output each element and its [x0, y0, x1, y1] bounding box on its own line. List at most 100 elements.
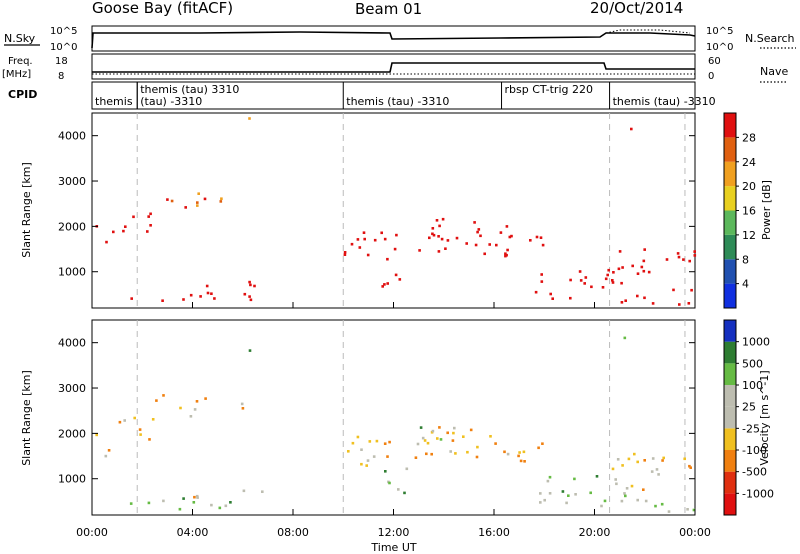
data-cell	[600, 504, 603, 508]
data-cell	[455, 236, 459, 240]
nsearch-label: N.Search	[745, 32, 795, 45]
colorbar-swatch	[724, 161, 736, 187]
colorbar-tick-label: 20	[742, 180, 756, 193]
data-cell	[381, 285, 384, 288]
nsky-left-tick-bottom: 10^0	[50, 42, 77, 53]
data-cell	[213, 297, 216, 300]
data-cell	[243, 292, 247, 296]
data-cell	[620, 301, 624, 304]
data-cell	[124, 225, 127, 228]
colorbar-tick-label: 12	[742, 229, 756, 242]
data-cell	[394, 273, 398, 277]
data-cell	[678, 303, 681, 306]
data-cell	[539, 492, 542, 495]
data-cell	[112, 230, 115, 234]
data-cell	[631, 264, 634, 268]
data-cell	[539, 501, 542, 504]
colorbar-swatch	[724, 450, 736, 472]
data-cell	[132, 215, 135, 219]
data-cell	[574, 493, 577, 496]
velocity-panel	[91, 319, 696, 516]
colorbar-tick-label: 4	[742, 278, 749, 291]
colorbar-swatch	[724, 471, 736, 494]
data-cell	[677, 255, 681, 259]
freq-label-line1: Freq.	[8, 56, 33, 67]
data-cell	[416, 442, 420, 446]
freq-left-tick-bottom: 8	[58, 71, 64, 82]
data-cell	[253, 284, 256, 288]
data-cell	[535, 235, 539, 239]
data-cell	[373, 238, 377, 242]
data-cell	[642, 259, 646, 263]
data-cell	[446, 431, 449, 435]
data-cell	[204, 397, 207, 400]
data-cell	[540, 273, 543, 276]
data-cell	[643, 248, 646, 251]
data-cell	[473, 221, 476, 224]
power-colorbar: 4 8 12 16 20 24 28	[723, 112, 756, 309]
data-cell	[242, 489, 246, 493]
ytick-label: 4000	[58, 337, 86, 350]
data-cell	[636, 272, 640, 275]
ytick-label: 1000	[58, 266, 86, 279]
data-cell	[104, 454, 108, 458]
data-cell	[636, 498, 639, 502]
nsky-left-tick-top: 10^5	[50, 26, 77, 37]
data-cell	[195, 494, 199, 498]
data-cell	[210, 292, 213, 295]
nsky-trace	[91, 31, 696, 49]
data-cell	[386, 455, 389, 458]
data-cell	[479, 234, 482, 238]
data-cell	[590, 285, 593, 289]
data-cell	[466, 450, 469, 454]
velocity-ylabel: Slant Range [km]	[20, 370, 33, 466]
data-cell	[155, 399, 158, 402]
power-ylabel: Slant Range [km]	[20, 162, 33, 258]
nsky-right-tick-top: 10^5	[706, 26, 733, 37]
data-cell	[184, 206, 187, 209]
data-cell	[569, 278, 572, 282]
data-cell	[477, 228, 481, 231]
data-cell	[689, 466, 692, 469]
data-cell	[537, 446, 540, 450]
power-data	[95, 113, 697, 308]
data-cell	[643, 459, 646, 462]
data-cell	[519, 459, 523, 463]
data-cell	[414, 456, 418, 459]
data-cell	[510, 234, 513, 238]
data-cell	[383, 237, 387, 241]
data-cell	[248, 295, 251, 298]
data-cell	[431, 429, 435, 433]
colorbar-swatch	[724, 385, 736, 407]
data-cell	[351, 441, 355, 445]
data-cell	[578, 270, 582, 273]
data-cell	[383, 442, 387, 445]
colorbar-tick-label: -25	[742, 422, 760, 435]
data-cell	[122, 229, 125, 233]
data-cell	[662, 456, 665, 460]
data-cell	[541, 442, 544, 445]
cpid-segment-label: themis (tau) 3310	[140, 83, 239, 96]
data-cell	[343, 253, 347, 256]
data-cell	[398, 278, 402, 281]
data-cell	[517, 454, 520, 458]
data-cell	[469, 428, 473, 432]
data-cell	[551, 297, 554, 300]
data-cell	[569, 296, 572, 300]
data-cell	[439, 438, 443, 441]
data-cell	[616, 458, 620, 461]
data-cell	[462, 435, 465, 438]
data-cell	[356, 238, 360, 241]
data-cell	[661, 459, 664, 462]
data-cell	[107, 449, 111, 452]
data-cell	[432, 233, 436, 237]
cpid-segment-label: themis (tau) -3310	[613, 95, 716, 108]
data-cell	[397, 488, 400, 491]
data-cell	[105, 240, 108, 244]
data-cell	[248, 349, 252, 352]
data-cell	[687, 302, 691, 305]
cpid-segment-label: rbsp CT-trig 220	[505, 83, 593, 96]
data-cell	[380, 231, 383, 235]
freq-trace	[92, 62, 695, 73]
freq-left-tick-top: 18	[55, 56, 68, 67]
